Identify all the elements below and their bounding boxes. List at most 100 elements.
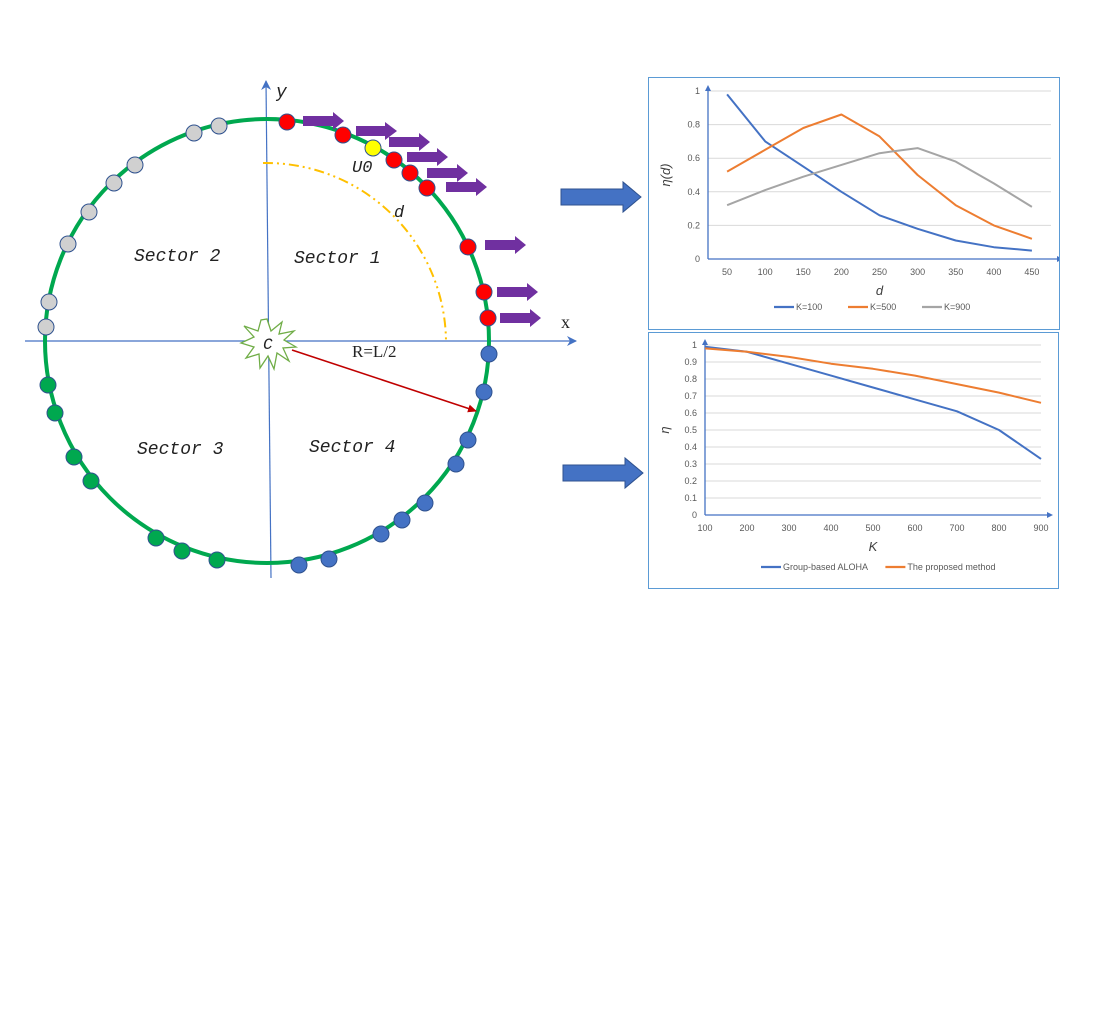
- y-tick-label: 0.3: [684, 459, 697, 469]
- motion-arrow-icon: [389, 133, 430, 151]
- x-tick-label: 300: [910, 267, 925, 277]
- motion-arrow-icon: [356, 122, 397, 140]
- legend-item: K=500: [848, 302, 896, 312]
- x-tick-label: 800: [991, 523, 1006, 533]
- x-tick-label: 500: [865, 523, 880, 533]
- sector-2-label: Sector 2: [134, 247, 221, 267]
- y-tick-label: 0.2: [687, 220, 700, 230]
- node: [459, 238, 477, 256]
- chart-efficiency-vs-k: 0 0.1 0.2 0.3 0.4 0.5 0.6 0.7 0.8 0.9 1 100 200 300 40…: [648, 332, 1059, 589]
- node: [393, 511, 411, 529]
- legend-label: K=900: [944, 302, 970, 312]
- x-tick-label: 300: [781, 523, 796, 533]
- legend-item: Group-based ALOHA: [761, 562, 868, 572]
- x-axis-title: K: [869, 539, 879, 554]
- y-tick-label: 0.4: [687, 187, 700, 197]
- node: [290, 556, 308, 574]
- y-axis-title: η: [657, 426, 672, 433]
- x-tick-label: 400: [823, 523, 838, 533]
- node: [479, 309, 497, 327]
- sector-3-nodes: [39, 376, 226, 569]
- x-tick-label: 400: [986, 267, 1001, 277]
- x-tick-label: 100: [697, 523, 712, 533]
- series-line: [726, 147, 1033, 208]
- x-tick-label: 900: [1033, 523, 1048, 533]
- y-tick-label: 0.7: [684, 391, 697, 401]
- node: [59, 235, 77, 253]
- flow-arrow-icon: [560, 180, 642, 214]
- x-tick-label: 600: [907, 523, 922, 533]
- radius-label: R=L/2: [352, 342, 397, 361]
- node: [447, 455, 465, 473]
- chart-2-plot: 0 0.1 0.2 0.3 0.4 0.5 0.6 0.7 0.8 0.9 1 100 200 300 40…: [657, 339, 1053, 572]
- node: [480, 345, 498, 363]
- y-tick-label: 0.6: [687, 153, 700, 163]
- sector-4-nodes: [290, 345, 498, 574]
- y-tick-label: 0.9: [684, 357, 697, 367]
- node: [320, 550, 338, 568]
- node: [126, 156, 144, 174]
- legend-item: K=900: [922, 302, 970, 312]
- y-tick-label: 1: [695, 86, 700, 96]
- node: [278, 113, 296, 131]
- y-tick-label: 0.8: [684, 374, 697, 384]
- motion-arrow-icon: [407, 148, 448, 166]
- center-label: C: [263, 336, 273, 354]
- x-tick-label: 350: [948, 267, 963, 277]
- series-line: [726, 113, 1033, 240]
- node: [147, 529, 165, 547]
- x-tick-label: 200: [739, 523, 754, 533]
- sector-1-label: Sector 1: [294, 249, 380, 269]
- x-tick-label: 250: [872, 267, 887, 277]
- node: [385, 151, 403, 169]
- node: [475, 383, 493, 401]
- x-tick-label: 450: [1024, 267, 1039, 277]
- legend-label: The proposed method: [907, 562, 995, 572]
- node: [401, 164, 419, 182]
- y-tick-label: 1: [692, 340, 697, 350]
- radius-arrow: [291, 349, 477, 413]
- chart-efficiency-vs-distance: 0 0.2 0.4 0.6 0.8 1 50 100 150 200 250 300 350 400 450…: [648, 77, 1063, 330]
- node: [105, 174, 123, 192]
- target-node-u0: [364, 139, 382, 157]
- node: [459, 431, 477, 449]
- x-tick-label: 700: [949, 523, 964, 533]
- x-axis-label: x: [561, 312, 570, 332]
- ring-circle: [43, 117, 491, 565]
- x-tick-label: 200: [834, 267, 849, 277]
- y-axis-arrow-icon: [702, 339, 708, 345]
- x-axis-arrow-icon: [1047, 512, 1053, 518]
- legend-item: K=100: [774, 302, 822, 312]
- flow-arrow-icon: [562, 456, 644, 490]
- motion-arrow-icon: [500, 309, 541, 327]
- legend-label: K=500: [870, 302, 896, 312]
- node: [372, 525, 390, 543]
- node: [82, 472, 100, 490]
- y-axis-arrow-icon: [705, 85, 711, 91]
- y-tick-label: 0.4: [684, 442, 697, 452]
- y-tick-label: 0.2: [684, 476, 697, 486]
- x-tick-label: 100: [758, 267, 773, 277]
- legend-label: K=100: [796, 302, 822, 312]
- series-line: [726, 93, 1032, 252]
- node: [208, 551, 226, 569]
- node: [37, 318, 55, 336]
- series-line: [704, 347, 1042, 404]
- y-tick-label: 0.5: [684, 425, 697, 435]
- x-axis-title: d: [876, 283, 884, 298]
- motion-arrow-icon: [497, 283, 538, 301]
- motion-arrow-icon: [485, 236, 526, 254]
- y-tick-label: 0.8: [687, 120, 700, 130]
- distance-label: d: [394, 204, 405, 223]
- y-tick-label: 0.6: [684, 408, 697, 418]
- y-tick-label: 0.1: [684, 493, 697, 503]
- center-star-icon: [239, 318, 299, 372]
- sector-2-nodes: [37, 117, 228, 336]
- node: [65, 448, 83, 466]
- y-axis-title: η(d): [658, 163, 673, 186]
- motion-arrows: [303, 112, 541, 327]
- node: [40, 293, 58, 311]
- y-tick-label: 0: [695, 254, 700, 264]
